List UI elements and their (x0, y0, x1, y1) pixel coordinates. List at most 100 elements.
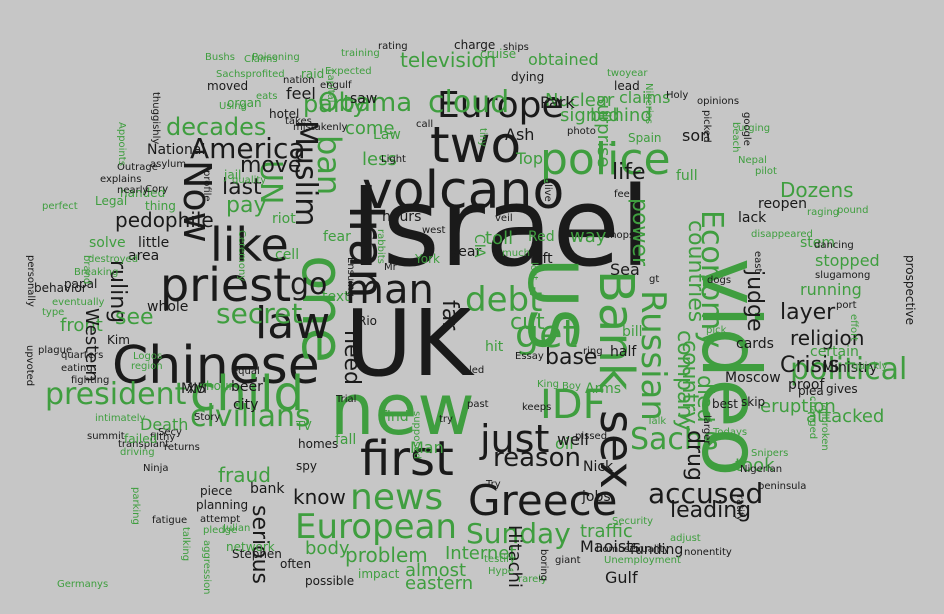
cloud-word: like (210, 218, 289, 272)
cloud-word: filthy (150, 432, 176, 443)
cloud-word: Ash (505, 125, 535, 144)
cloud-word: raging (807, 207, 840, 218)
cloud-word: Mr (384, 262, 397, 273)
cloud-word: news (350, 477, 444, 518)
cloud-word: gives (826, 382, 858, 396)
cloud-word: piece (200, 484, 233, 498)
cloud-word: testify (484, 554, 516, 565)
cloud-word: nation (283, 75, 315, 86)
cloud-word: police (540, 134, 671, 185)
cloud-word: spy (296, 459, 317, 473)
cloud-word: fear (323, 229, 351, 245)
cloud-word: layer (780, 300, 836, 325)
cloud-word: Europe (437, 85, 564, 126)
cloud-word: pilot (755, 166, 777, 177)
cloud-word: son (682, 126, 711, 145)
cloud-word: hour (206, 379, 234, 393)
cloud-word: Israel (350, 163, 651, 291)
cloud-word: Ministry (822, 360, 878, 376)
cloud-word: last (222, 175, 262, 200)
cloud-word: new (330, 369, 475, 451)
cloud-word: eastern (405, 573, 474, 594)
cloud-word: Arms (585, 381, 622, 397)
cloud-word: upvoted (24, 345, 35, 387)
cloud-word: region (131, 361, 163, 372)
cloud-word: eating (61, 363, 93, 374)
cloud-word: Outrage (117, 162, 158, 173)
cloud-word: plea (798, 384, 824, 398)
cloud-word: eats (256, 91, 278, 102)
cloud-word: fee (614, 189, 630, 200)
cloud-word: problem (345, 543, 428, 567)
cloud-word: dancing (814, 240, 854, 251)
cloud-word: secret (216, 297, 303, 330)
cloud-word: decades (166, 113, 267, 141)
cloud-word: solve (89, 235, 126, 251)
cloud-word: reopen (758, 196, 807, 212)
cloud-word: Park (540, 93, 575, 112)
cloud-word: quality (232, 175, 267, 186)
cloud-word: Security (612, 516, 654, 527)
cloud-word: certain (810, 344, 859, 360)
cloud-word: party (303, 90, 367, 118)
cloud-word: driving (120, 447, 155, 458)
cloud-word: law (255, 298, 331, 349)
cloud-word: east (752, 251, 763, 273)
cloud-word: keeps (522, 402, 552, 413)
cloud-word: funding (630, 542, 684, 558)
cloud-word: skip (741, 395, 766, 409)
cloud-word: lack (738, 210, 767, 226)
cloud-word: body (305, 538, 350, 559)
cloud-word: traffic (580, 521, 633, 542)
cloud-word: giant (555, 555, 581, 566)
cloud-word: hours (382, 209, 422, 225)
cloud-word: Ninja (143, 463, 169, 474)
cloud-word: rating (378, 41, 408, 52)
cloud-word: base (545, 345, 598, 370)
cloud-word: attacked (806, 406, 885, 427)
cloud-word: Law (373, 127, 401, 143)
cloud-word: fighting (71, 375, 110, 386)
cloud-word: brand (81, 255, 92, 285)
cloud-word: whole (147, 299, 189, 315)
cloud-word: Bushs (205, 52, 235, 63)
cloud-word: behind (590, 105, 652, 126)
cloud-word: almost (405, 560, 467, 581)
cloud-word: Germanys (57, 579, 109, 590)
cloud-word: pay (226, 193, 267, 218)
cloud-word: fatigue (152, 515, 188, 526)
cloud-word: moved (207, 79, 249, 93)
cloud-word: alive (542, 178, 553, 202)
cloud-word: beer (231, 379, 263, 395)
cloud-word: European (295, 507, 457, 547)
cloud-word: Nigerias (643, 83, 654, 124)
cloud-word: Logos (133, 351, 163, 362)
cloud-word: toll (485, 228, 514, 249)
cloud-word: Top (516, 149, 543, 168)
cloud-word: cloud (428, 85, 510, 120)
cloud-word: larger (701, 415, 712, 445)
cloud-word: running (800, 280, 862, 299)
cloud-word: effort (848, 314, 859, 342)
cloud-word: nonentity (684, 547, 732, 558)
cloud-word: Claims (244, 54, 278, 65)
cloud-word: pick (706, 325, 727, 336)
cloud-word: supposed (411, 411, 422, 460)
cloud-word: fall (335, 432, 357, 448)
cloud-word: York (415, 252, 440, 266)
cloud-word: failed (124, 432, 158, 446)
cloud-word: lead (614, 79, 640, 93)
cloud-word: feel (286, 84, 316, 103)
cloud-word: cruise (480, 47, 517, 61)
cloud-word: Poisoning (252, 52, 300, 63)
cloud-word: fraud (218, 463, 271, 487)
cloud-word: ban (310, 135, 348, 196)
cloud-word: impact (358, 567, 400, 581)
cloud-word: president (45, 377, 187, 412)
cloud-word: Spain (628, 131, 662, 145)
cloud-word: Obama (318, 88, 413, 118)
cloud-word: lost (528, 262, 539, 281)
cloud-word: cut (510, 310, 545, 335)
cloud-word: television (400, 48, 497, 72)
